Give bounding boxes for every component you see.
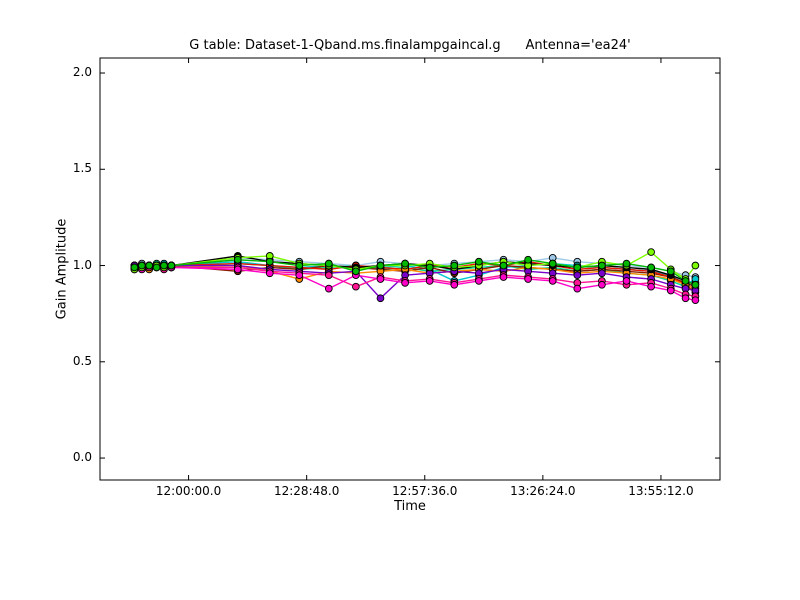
data-marker-magenta [666, 286, 675, 295]
data-marker-magenta [295, 271, 304, 280]
data-marker-magenta [524, 275, 532, 283]
axes-frame [99, 57, 721, 481]
data-marker-purple [376, 294, 385, 303]
data-marker-magenta [647, 282, 655, 291]
data-marker-lime [691, 261, 700, 270]
data-marker-green [691, 280, 700, 289]
data-marker-green [598, 261, 606, 270]
data-marker-green [475, 257, 483, 266]
data-marker-green [401, 259, 409, 268]
data-marker-green [130, 263, 139, 272]
data-marker-green [622, 259, 631, 268]
data-marker-magenta [475, 277, 483, 285]
data-marker-purple [573, 271, 582, 280]
data-marker-magenta [499, 273, 508, 281]
data-marker-magenta [450, 280, 459, 289]
x-axis-label: Time [394, 499, 426, 514]
plot-title: G table: Dataset-1-Qband.ms.finalampgain… [189, 38, 631, 53]
data-marker-lime [647, 248, 655, 256]
x-tick-label: 13:55:12.0 [628, 484, 694, 498]
data-marker-green [160, 261, 168, 270]
data-marker-green [265, 257, 274, 266]
data-marker-deep-pink [324, 271, 333, 280]
data-marker-green [167, 261, 176, 270]
data-marker-magenta [548, 277, 557, 285]
y-tick-label: 1.0 [72, 257, 92, 272]
x-tick-label: 12:57:36.0 [392, 484, 458, 498]
data-marker-green [681, 277, 690, 285]
data-marker-green [324, 259, 333, 268]
x-tick-label: 13:26:24.0 [510, 484, 576, 498]
data-marker-green [666, 267, 675, 276]
data-marker-green [647, 263, 655, 272]
data-marker-green [548, 259, 557, 268]
data-marker-green [450, 261, 459, 270]
data-marker-magenta [376, 275, 385, 283]
y-tick-label: 1.5 [72, 161, 92, 176]
data-marker-green [137, 261, 146, 270]
data-marker-green [233, 255, 242, 264]
data-marker-magenta [265, 269, 274, 278]
data-marker-green [499, 261, 508, 270]
data-marker-magenta [622, 277, 631, 285]
data-marker-green [352, 267, 360, 276]
data-marker-magenta [598, 280, 606, 289]
data-marker-green [145, 261, 154, 270]
data-marker-purple [598, 269, 606, 278]
data-marker-green [425, 263, 434, 272]
y-tick-label: 0.5 [72, 353, 92, 368]
data-marker-green [295, 261, 304, 270]
data-marker-green [524, 255, 532, 264]
data-marker-magenta [233, 265, 242, 274]
x-tick-label: 12:28:48.0 [273, 484, 340, 498]
data-marker-green [376, 261, 385, 270]
y-tick-label: 2.0 [72, 65, 92, 80]
y-tick-label: 0.0 [72, 450, 92, 465]
data-marker-magenta [681, 294, 690, 303]
data-marker-deep-pink [352, 282, 360, 291]
data-marker-magenta [425, 277, 434, 285]
x-tick-label: 12:00:00.0 [155, 484, 222, 498]
data-marker-magenta [324, 284, 333, 293]
data-marker-green [152, 263, 161, 272]
data-marker-magenta [691, 296, 700, 305]
data-marker-magenta [401, 279, 409, 287]
data-marker-magenta [573, 284, 582, 293]
data-marker-green [573, 263, 582, 272]
